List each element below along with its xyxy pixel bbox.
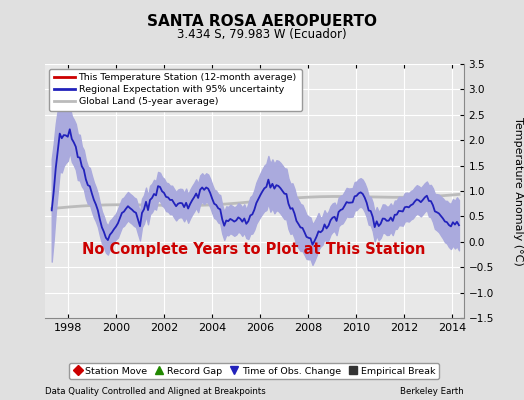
Text: SANTA ROSA AEROPUERTO: SANTA ROSA AEROPUERTO	[147, 14, 377, 29]
Text: No Complete Years to Plot at This Station: No Complete Years to Plot at This Statio…	[82, 242, 426, 257]
Y-axis label: Temperature Anomaly (°C): Temperature Anomaly (°C)	[514, 117, 523, 265]
Text: Data Quality Controlled and Aligned at Breakpoints: Data Quality Controlled and Aligned at B…	[45, 387, 265, 396]
Text: 3.434 S, 79.983 W (Ecuador): 3.434 S, 79.983 W (Ecuador)	[177, 28, 347, 41]
Text: Berkeley Earth: Berkeley Earth	[400, 387, 464, 396]
Legend: Station Move, Record Gap, Time of Obs. Change, Empirical Break: Station Move, Record Gap, Time of Obs. C…	[69, 363, 439, 379]
